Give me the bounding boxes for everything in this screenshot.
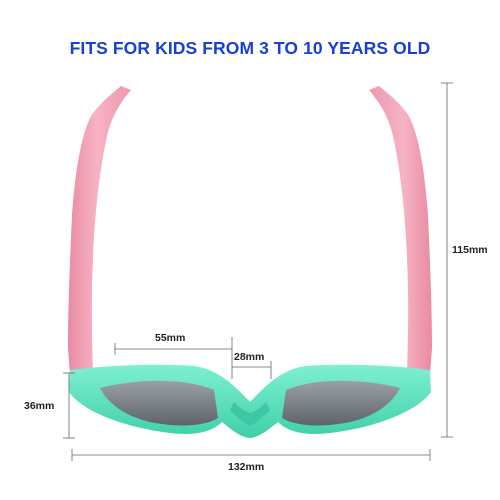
- frame-width-label: 132mm: [228, 461, 265, 473]
- left-temple-arm: [68, 86, 131, 374]
- right-lens: [282, 380, 400, 426]
- lens-width-label: 55mm: [155, 332, 186, 344]
- nose-bridge: [230, 402, 270, 426]
- bridge-width-label: 28mm: [234, 351, 265, 363]
- dimension-lines: [63, 82, 453, 461]
- temple-length-label: 115mm: [452, 244, 488, 256]
- right-temple-arm: [369, 86, 432, 374]
- lens-height-label: 36mm: [24, 400, 55, 412]
- left-lens: [100, 380, 218, 426]
- headline: FITS FOR KIDS FROM 3 TO 10 YEARS OLD: [69, 38, 431, 58]
